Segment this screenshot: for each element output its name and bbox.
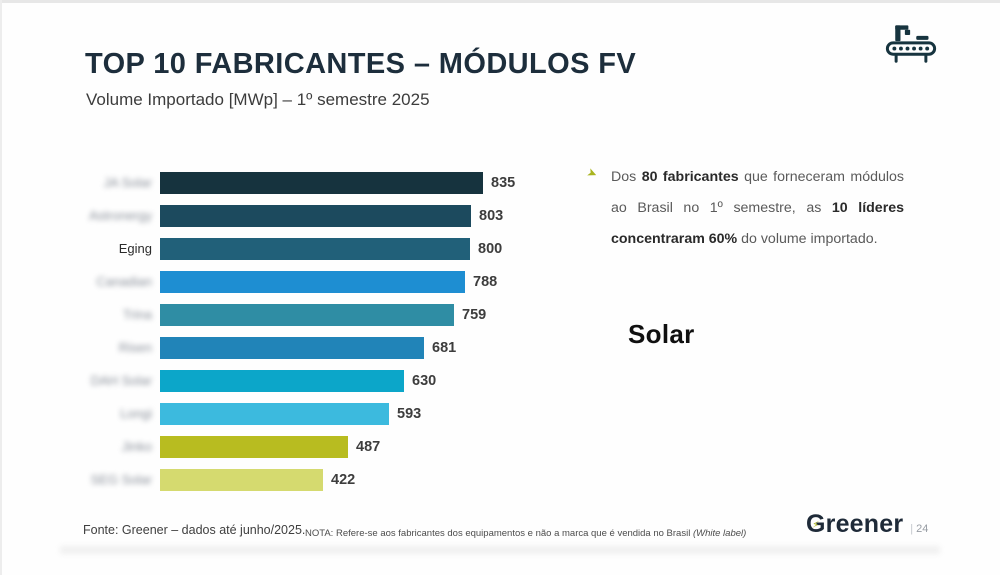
bar bbox=[160, 205, 471, 227]
bar-row: Canadian 788 bbox=[85, 271, 565, 293]
bar-row: Jinko 487 bbox=[85, 436, 565, 458]
bar-value: 835 bbox=[491, 175, 516, 191]
bar-value: 593 bbox=[397, 406, 422, 422]
annotation-segment: que forneceram módulos ao Brasil no 1º s… bbox=[611, 169, 905, 216]
bar-label: DAH Solar bbox=[90, 373, 152, 388]
annotation-text: Dos 80 fabricantes que forneceram módulo… bbox=[611, 162, 904, 255]
page-number: | 24 bbox=[910, 523, 929, 535]
bar bbox=[160, 238, 470, 260]
bar-row: Trina 759 bbox=[85, 304, 565, 326]
annotation-segment: 10 líderes concentraram 60% bbox=[611, 200, 904, 247]
page-subtitle: Volume Importado [MWp] – 1º semestre 202… bbox=[86, 90, 430, 109]
annotation-segment: 80 fabricantes bbox=[641, 169, 739, 185]
bar-row: Astronergy 803 bbox=[85, 205, 565, 227]
annotation-segment: Dos bbox=[611, 169, 642, 185]
bar bbox=[160, 304, 454, 326]
nota-italic: (White label) bbox=[692, 528, 747, 539]
bar-row: DAH Solar 630 bbox=[85, 370, 565, 392]
bar-value: 681 bbox=[432, 340, 457, 356]
bar-row: JA Solar 835 bbox=[85, 172, 565, 194]
factory-conveyor-icon bbox=[883, 20, 939, 64]
left-edge-band bbox=[0, 0, 2, 575]
solar-watermark-text: Solar bbox=[628, 319, 695, 349]
bar bbox=[160, 370, 404, 392]
bar-label: Longi bbox=[120, 406, 152, 421]
bar-label: Canadian bbox=[96, 274, 152, 289]
bar-row: Longi 593 bbox=[85, 403, 565, 425]
bar bbox=[160, 337, 424, 359]
bar bbox=[160, 271, 465, 293]
greener-logo-text: Greener ⚡ bbox=[806, 510, 904, 538]
arrow-bullet-icon: ➤ bbox=[584, 164, 600, 182]
bar-row: Risen 681 bbox=[85, 337, 565, 359]
bar-value: 487 bbox=[356, 439, 381, 455]
bar-label: Jinko bbox=[121, 439, 152, 454]
bar-label: Astronergy bbox=[89, 208, 152, 223]
bolt-icon: ⚡ bbox=[811, 519, 820, 532]
bar-row: Eging 800 bbox=[85, 238, 565, 260]
greener-logo: Greener ⚡ | 24 bbox=[806, 510, 928, 544]
bar bbox=[160, 436, 348, 458]
bar-label: Trina bbox=[122, 307, 152, 322]
bar-value: 630 bbox=[412, 373, 437, 389]
bar-chart: JA Solar 835 Astronergy 803 Eging 800 Canadian… bbox=[85, 172, 565, 492]
bar bbox=[160, 172, 483, 194]
bar-value: 803 bbox=[479, 208, 504, 224]
bar bbox=[160, 403, 389, 425]
bar bbox=[160, 469, 323, 491]
bar-value: 800 bbox=[478, 241, 503, 257]
bar-row: SEG Solar 422 bbox=[85, 469, 565, 491]
top-edge-band bbox=[0, 0, 1000, 3]
bar-value: 422 bbox=[331, 472, 356, 488]
bar-label: Eging bbox=[118, 241, 152, 256]
bar-value: 788 bbox=[473, 274, 498, 290]
nota-prefix: NOTA: Refere-se aos fabricantes dos equi… bbox=[305, 528, 693, 539]
bottom-ghost-strip bbox=[60, 546, 940, 554]
source-text: Fonte: Greener – dados até junho/2025. bbox=[83, 523, 306, 537]
bar-label: SEG Solar bbox=[90, 472, 152, 487]
nota-text: NOTA: Refere-se aos fabricantes dos equi… bbox=[305, 528, 765, 539]
bar-value: 759 bbox=[462, 307, 487, 323]
bar-label: JA Solar bbox=[103, 175, 152, 190]
page-title: TOP 10 FABRICANTES – MÓDULOS FV bbox=[85, 48, 637, 80]
annotation-segment: do volume importado. bbox=[737, 231, 878, 247]
bar-label: Risen bbox=[118, 340, 152, 355]
